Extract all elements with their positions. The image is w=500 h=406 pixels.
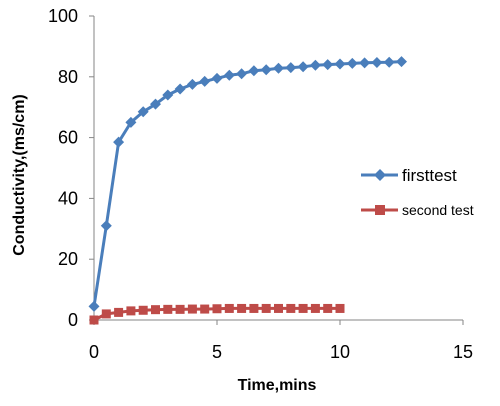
data-point xyxy=(236,68,248,80)
legend-label-second-test: second test xyxy=(402,202,474,218)
y-axis-title: Conductivity,(ms/cm) xyxy=(11,94,28,256)
data-point xyxy=(383,56,395,68)
data-point xyxy=(211,72,223,84)
data-point xyxy=(187,304,197,314)
y-tick-label: 20 xyxy=(58,249,78,269)
data-point xyxy=(114,307,124,317)
tick-labels: 0 20 40 60 80 100 0 5 10 15 xyxy=(48,6,473,362)
data-point xyxy=(285,62,297,74)
data-point xyxy=(212,304,222,314)
data-point xyxy=(249,303,259,313)
data-point xyxy=(346,57,358,69)
x-tick-label: 5 xyxy=(212,342,222,362)
legend: firsttest second test xyxy=(361,166,474,218)
legend-entry-second-test: second test xyxy=(361,202,474,218)
data-point xyxy=(310,303,320,313)
data-point xyxy=(286,303,296,313)
data-point xyxy=(273,62,284,74)
y-tick-label: 100 xyxy=(48,6,78,26)
data-point xyxy=(138,305,148,315)
x-axis-title: Time,mins xyxy=(238,377,317,394)
data-point xyxy=(322,59,334,71)
data-point xyxy=(396,56,407,68)
data-point xyxy=(248,65,260,77)
series-layer xyxy=(88,56,407,325)
x-tick-label: 10 xyxy=(330,342,350,362)
data-point xyxy=(89,315,99,325)
data-point xyxy=(163,304,173,314)
x-tick-label: 15 xyxy=(453,342,473,362)
data-point xyxy=(200,304,210,314)
legend-entry-firsttest: firsttest xyxy=(361,166,457,185)
data-point xyxy=(162,89,174,101)
data-point xyxy=(150,98,161,110)
data-point xyxy=(297,61,309,73)
data-point xyxy=(125,116,137,128)
data-point xyxy=(174,83,186,95)
data-point xyxy=(186,78,198,90)
axes xyxy=(89,15,464,325)
x-tick-label: 0 xyxy=(89,342,99,362)
data-point xyxy=(199,75,211,87)
legend-marker-firsttest xyxy=(374,169,386,181)
data-point xyxy=(126,306,136,316)
y-tick-label: 0 xyxy=(68,310,78,330)
data-point xyxy=(335,303,345,313)
data-point xyxy=(359,57,371,69)
data-point xyxy=(175,304,185,314)
y-tick-label: 40 xyxy=(58,188,78,208)
data-point xyxy=(137,106,149,118)
legend-marker-second-test xyxy=(375,205,385,215)
data-point xyxy=(371,57,383,69)
series-second-test xyxy=(89,303,345,325)
y-tick-label: 60 xyxy=(58,128,78,148)
y-tick-label: 80 xyxy=(58,67,78,87)
data-point xyxy=(101,309,111,319)
data-point xyxy=(113,136,125,148)
data-point xyxy=(274,303,283,313)
data-point xyxy=(261,303,271,313)
series-firsttest xyxy=(88,56,407,312)
data-point xyxy=(323,303,333,313)
data-point xyxy=(309,59,321,71)
data-point xyxy=(224,303,234,313)
series-line xyxy=(92,60,402,307)
legend-label-firsttest: firsttest xyxy=(402,166,457,185)
data-point xyxy=(334,58,346,70)
data-point xyxy=(223,69,235,81)
data-point xyxy=(151,305,160,315)
data-point xyxy=(260,64,272,76)
data-point xyxy=(298,303,308,313)
data-point xyxy=(100,220,112,232)
data-point xyxy=(88,300,100,312)
data-point xyxy=(237,303,247,313)
